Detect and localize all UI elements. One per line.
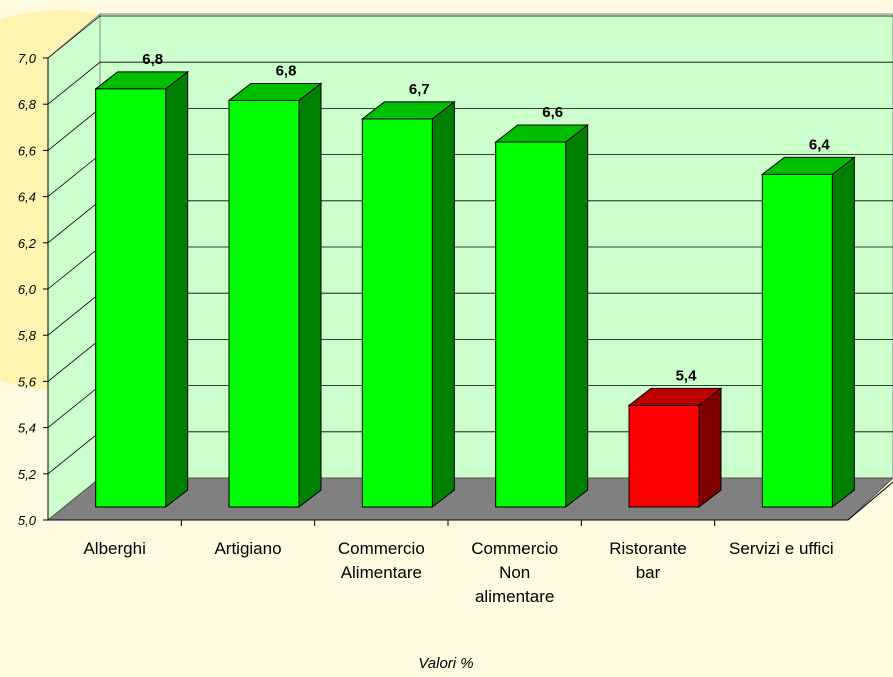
x-tick-label: Servizi e uffici	[728, 537, 834, 561]
side-wall	[48, 14, 100, 520]
bar	[229, 100, 299, 507]
y-tick-label: 5,4	[18, 421, 36, 436]
y-tick-label: 6,4	[18, 190, 36, 205]
y-tick-label: 6,2	[18, 236, 37, 251]
chart: 5,0 5,2 5,4 5,6 5,8 6,0 6,2 6,4 6,6 6,8 7,0 6,8 6,8 6…	[0, 0, 893, 677]
bar-side	[832, 157, 854, 507]
y-tick-label: 5,0	[18, 513, 37, 528]
y-tick-label: 6,6	[18, 143, 37, 158]
y-tick-label: 6,8	[18, 97, 37, 112]
y-tick-label: 7,0	[18, 51, 37, 66]
bar-side	[566, 125, 588, 507]
bar	[496, 142, 566, 507]
value-label: 6,6	[542, 104, 563, 121]
x-tick-label: Alberghi	[62, 537, 168, 561]
bar-side	[699, 388, 721, 507]
value-label: 6,8	[276, 62, 297, 79]
bar-side	[166, 72, 188, 507]
bar	[362, 119, 432, 507]
value-label: 5,4	[676, 367, 698, 384]
page: 5,0 5,2 5,4 5,6 5,8 6,0 6,2 6,4 6,6 6,8 7,0 6,8 6,8 6…	[0, 0, 893, 677]
bar	[762, 174, 832, 507]
value-label: 6,7	[409, 81, 430, 98]
bar	[96, 89, 166, 507]
x-tick-label: Ristorante bar	[595, 537, 701, 585]
y-tick-label: 5,8	[18, 328, 37, 343]
x-tick-label: Artigiano	[195, 537, 301, 561]
bar-side	[432, 102, 454, 507]
y-tick-label: 5,6	[18, 374, 37, 389]
y-tick-label: 6,0	[18, 282, 37, 297]
y-tick-label: 5,2	[18, 467, 37, 482]
x-axis-label: Valori %	[393, 652, 499, 676]
value-label: 6,4	[809, 136, 831, 153]
x-tick-label: Commercio Non alimentare	[462, 537, 568, 609]
value-label: 6,8	[142, 51, 163, 68]
bar-side	[299, 83, 321, 507]
bar	[629, 405, 699, 507]
x-tick-label: Commercio Alimentare	[328, 537, 434, 585]
